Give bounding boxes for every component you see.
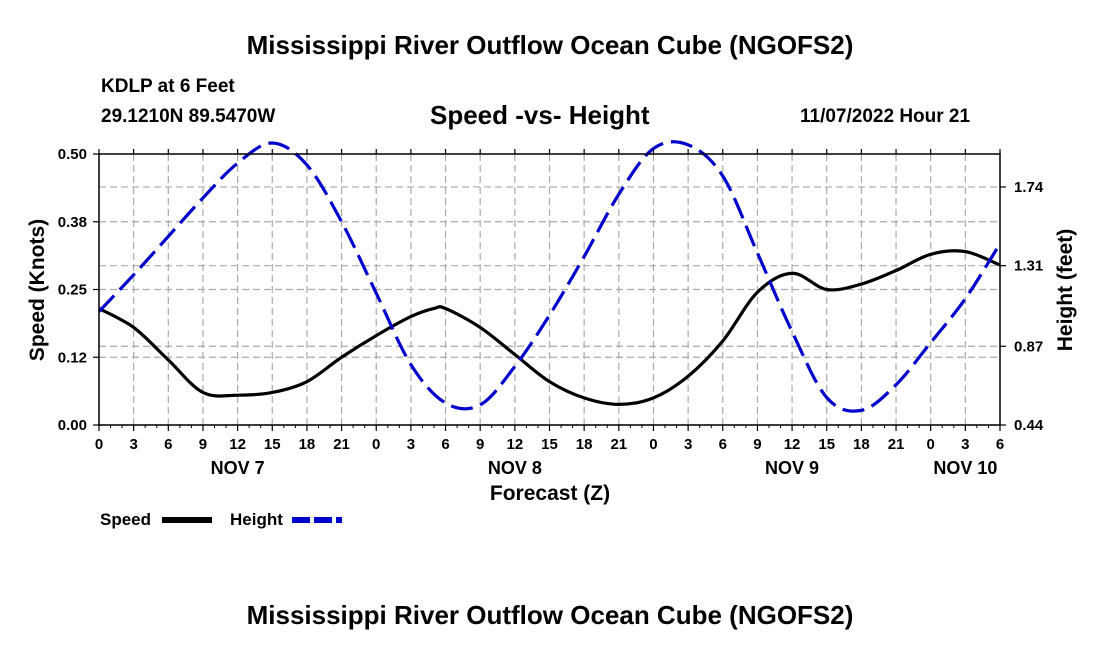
x-tick-label: 12 <box>229 436 246 453</box>
x-tick-label: 15 <box>264 436 281 453</box>
x-tick-label: 3 <box>129 436 137 453</box>
date-label: NOV 10 <box>933 458 997 478</box>
x-tick-label: 12 <box>784 436 801 453</box>
axes: 0 3 6 9 12 15 18 21 0 3 6 9 12 15 18 21 0 3 6 9 12 15 18 21 0 3 6 N… <box>58 146 1044 478</box>
date-label: NOV 8 <box>488 458 542 478</box>
legend-label-height: Height <box>230 510 283 529</box>
series-line-speed <box>98 249 1001 406</box>
date-label: NOV 7 <box>211 458 265 478</box>
forecast-datetime: 11/07/2022 Hour 21 <box>800 106 971 127</box>
x-tick-label: 0 <box>372 436 380 453</box>
x-tick-label: 12 <box>507 436 524 453</box>
y-right-tick-label: 1.74 <box>1014 179 1044 196</box>
x-tick-label: 18 <box>853 436 870 453</box>
series-line-height <box>97 140 1002 413</box>
y-left-tick-label: 0.12 <box>58 349 87 366</box>
legend-label-speed: Speed <box>100 510 151 529</box>
x-tick-label: 3 <box>407 436 415 453</box>
date-label: NOV 9 <box>765 458 819 478</box>
y-left-tick-label: 0.50 <box>58 146 87 163</box>
x-tick-label: 3 <box>684 436 692 453</box>
x-tick-label: 9 <box>753 436 761 453</box>
x-tick-label: 21 <box>610 436 627 453</box>
x-tick-label: 18 <box>299 436 316 453</box>
series-layer <box>97 140 1002 413</box>
x-tick-label: 9 <box>476 436 484 453</box>
x-tick-label: 6 <box>164 436 172 453</box>
x-tick-label: 21 <box>888 436 905 453</box>
legend: Speed Height <box>100 510 342 529</box>
grid <box>99 154 1000 426</box>
y-right-tick-label: 0.44 <box>1014 417 1044 434</box>
x-tick-label: 18 <box>576 436 593 453</box>
y-left-tick-label: 0.25 <box>58 282 87 299</box>
station-label: KDLP at 6 Feet <box>101 76 235 97</box>
y-left-tick-label: 0.00 <box>58 417 87 434</box>
x-tick-label: 3 <box>961 436 969 453</box>
chart-title: Mississippi River Outflow Ocean Cube (NG… <box>246 30 854 60</box>
x-tick-label: 6 <box>441 436 449 453</box>
x-tick-label: 15 <box>818 436 835 453</box>
x-axis-label: Forecast (Z) <box>490 482 610 505</box>
station-coordinates: 29.1210N 89.5470W <box>101 106 276 127</box>
x-tick-label: 6 <box>719 436 727 453</box>
x-tick-label: 0 <box>95 436 103 453</box>
x-tick-label: 15 <box>541 436 558 453</box>
footer-title: Mississippi River Outflow Ocean Cube (NG… <box>246 600 854 630</box>
y-right-tick-label: 0.87 <box>1014 338 1043 355</box>
y-left-tick-label: 0.38 <box>58 214 87 231</box>
y-right-tick-label: 1.31 <box>1014 258 1043 275</box>
chart-subtitle: Speed -vs- Height <box>430 100 650 130</box>
x-tick-label: 21 <box>333 436 350 453</box>
x-tick-label: 9 <box>199 436 207 453</box>
x-tick-label: 0 <box>649 436 657 453</box>
x-tick-label: 0 <box>927 436 935 453</box>
y-axis-label-right: Height (feet) <box>1054 229 1077 352</box>
x-tick-label: 6 <box>996 436 1004 453</box>
y-axis-label-left: Speed (Knots) <box>26 219 49 361</box>
